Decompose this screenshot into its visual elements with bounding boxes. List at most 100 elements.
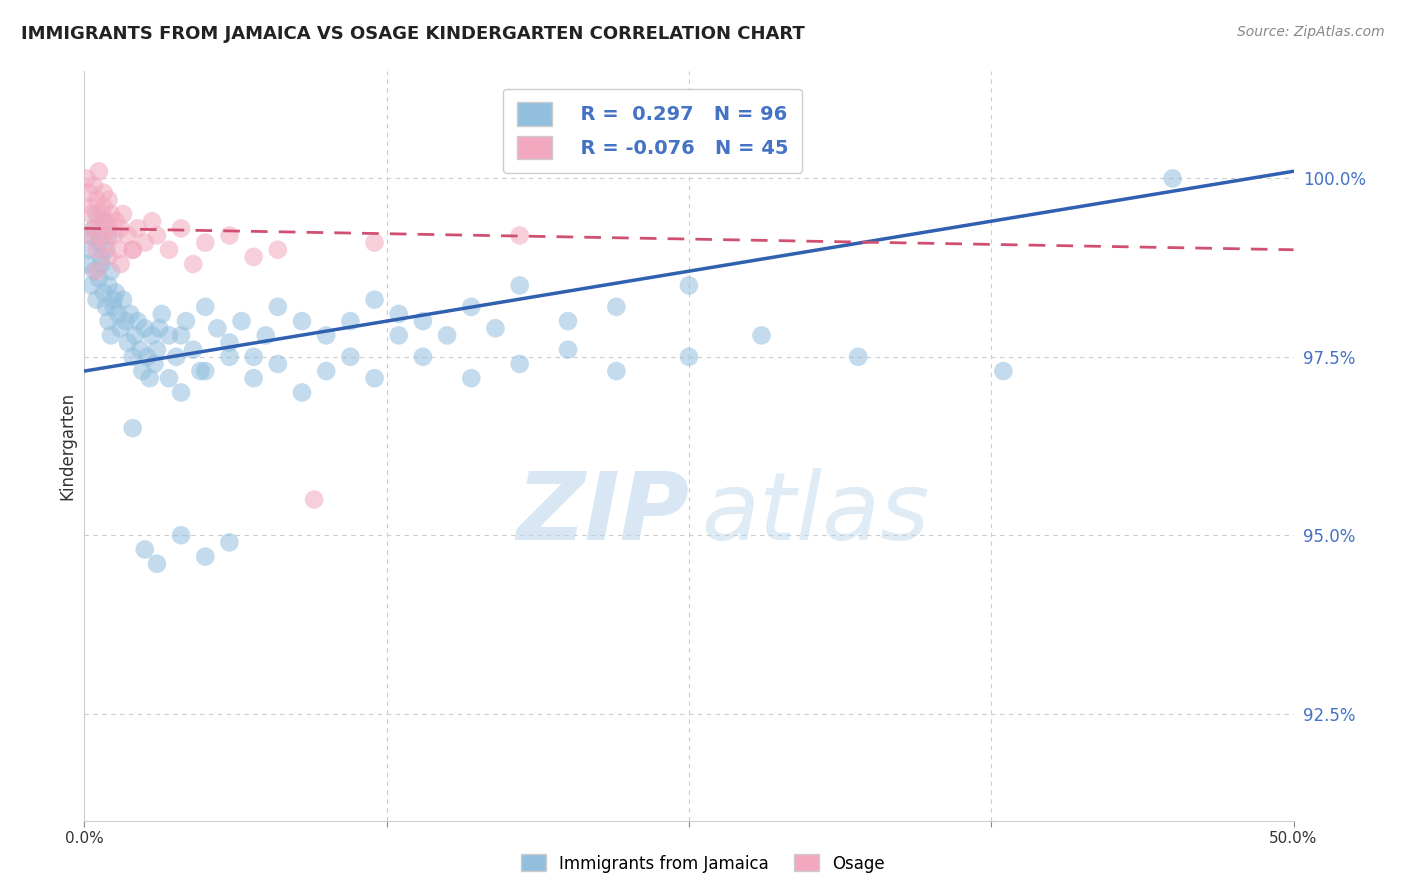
Point bbox=[231, 314, 253, 328]
Point bbox=[194, 364, 217, 378]
Point bbox=[207, 321, 229, 335]
Point bbox=[254, 328, 277, 343]
Point bbox=[93, 200, 115, 214]
Point bbox=[557, 343, 579, 357]
Y-axis label: Kindergarten: Kindergarten bbox=[58, 392, 76, 500]
Text: atlas: atlas bbox=[702, 468, 929, 559]
Point bbox=[150, 307, 173, 321]
Point bbox=[87, 164, 110, 178]
Point bbox=[363, 235, 385, 250]
Point bbox=[267, 243, 290, 257]
Point bbox=[93, 186, 115, 200]
Point bbox=[157, 243, 180, 257]
Point bbox=[110, 321, 132, 335]
Point bbox=[436, 328, 458, 343]
Point bbox=[218, 335, 240, 350]
Point bbox=[107, 243, 129, 257]
Point bbox=[141, 214, 163, 228]
Point bbox=[83, 221, 105, 235]
Point bbox=[134, 542, 156, 557]
Point bbox=[121, 350, 143, 364]
Point bbox=[302, 492, 325, 507]
Point bbox=[242, 371, 264, 385]
Point bbox=[315, 364, 337, 378]
Point bbox=[339, 314, 361, 328]
Point bbox=[339, 350, 361, 364]
Point bbox=[143, 357, 166, 371]
Point bbox=[509, 357, 531, 371]
Point bbox=[121, 243, 143, 257]
Point bbox=[129, 343, 152, 357]
Point bbox=[120, 307, 142, 321]
Point bbox=[90, 228, 112, 243]
Point bbox=[90, 207, 112, 221]
Point bbox=[291, 314, 314, 328]
Point bbox=[100, 328, 122, 343]
Point bbox=[363, 371, 385, 385]
Point bbox=[267, 357, 290, 371]
Point bbox=[87, 271, 110, 285]
Point bbox=[90, 250, 112, 264]
Point bbox=[112, 293, 135, 307]
Point bbox=[194, 300, 217, 314]
Point bbox=[509, 278, 531, 293]
Point bbox=[218, 228, 240, 243]
Point bbox=[218, 535, 240, 549]
Point bbox=[146, 228, 169, 243]
Point bbox=[93, 285, 115, 300]
Point bbox=[134, 321, 156, 335]
Point bbox=[117, 228, 139, 243]
Point bbox=[100, 264, 122, 278]
Point bbox=[97, 314, 120, 328]
Point bbox=[103, 293, 125, 307]
Point bbox=[993, 364, 1015, 378]
Point bbox=[112, 207, 135, 221]
Point bbox=[83, 221, 105, 235]
Point bbox=[678, 278, 700, 293]
Point bbox=[121, 421, 143, 435]
Text: IMMIGRANTS FROM JAMAICA VS OSAGE KINDERGARTEN CORRELATION CHART: IMMIGRANTS FROM JAMAICA VS OSAGE KINDERG… bbox=[21, 25, 804, 43]
Point bbox=[291, 385, 314, 400]
Point bbox=[127, 314, 149, 328]
Point bbox=[157, 371, 180, 385]
Point bbox=[194, 235, 217, 250]
Point bbox=[242, 350, 264, 364]
Point bbox=[97, 221, 120, 235]
Point bbox=[97, 278, 120, 293]
Point bbox=[170, 528, 193, 542]
Point bbox=[751, 328, 773, 343]
Point bbox=[678, 350, 700, 364]
Point bbox=[363, 293, 385, 307]
Point bbox=[484, 321, 506, 335]
Point bbox=[146, 557, 169, 571]
Point bbox=[94, 214, 117, 228]
Point bbox=[94, 300, 117, 314]
Point bbox=[267, 300, 290, 314]
Point bbox=[170, 328, 193, 343]
Legend: Immigrants from Jamaica, Osage: Immigrants from Jamaica, Osage bbox=[515, 847, 891, 880]
Point bbox=[190, 364, 212, 378]
Point bbox=[388, 328, 411, 343]
Point bbox=[86, 293, 108, 307]
Point bbox=[138, 371, 160, 385]
Point bbox=[124, 328, 146, 343]
Point bbox=[76, 257, 98, 271]
Point bbox=[165, 350, 187, 364]
Point bbox=[1161, 171, 1184, 186]
Point bbox=[412, 314, 434, 328]
Point bbox=[90, 257, 112, 271]
Point bbox=[110, 221, 132, 235]
Point bbox=[97, 228, 120, 243]
Point bbox=[170, 385, 193, 400]
Point bbox=[86, 264, 108, 278]
Point bbox=[87, 235, 110, 250]
Point bbox=[77, 243, 100, 257]
Point bbox=[77, 186, 100, 200]
Point bbox=[388, 307, 411, 321]
Point bbox=[104, 285, 127, 300]
Point bbox=[110, 257, 132, 271]
Point bbox=[605, 364, 627, 378]
Point bbox=[174, 314, 197, 328]
Point bbox=[148, 321, 170, 335]
Point bbox=[846, 350, 869, 364]
